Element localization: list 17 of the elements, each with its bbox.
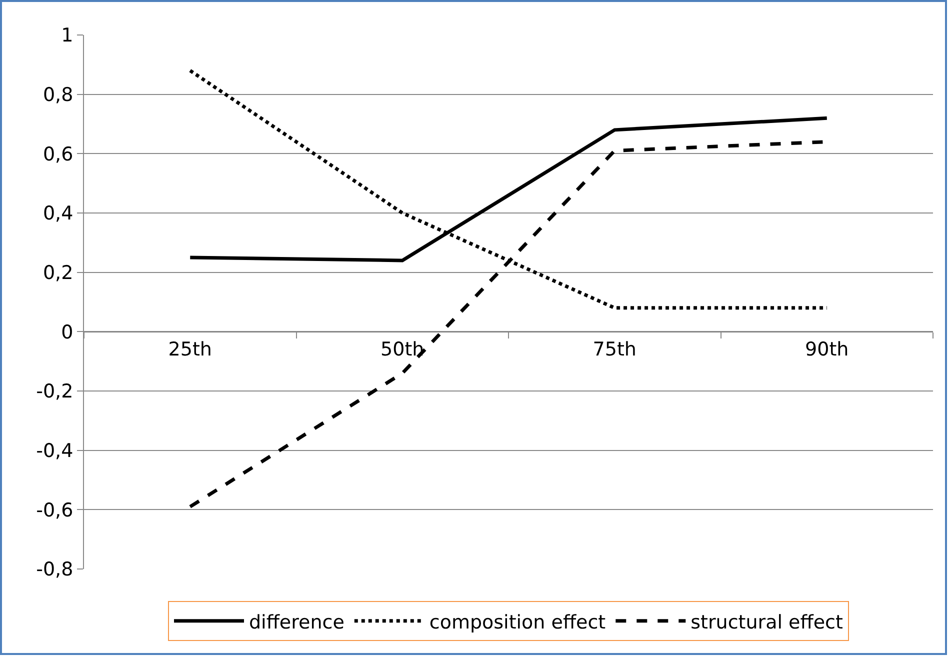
y-tick-label: -0,6: [36, 499, 74, 522]
legend-label: composition effect: [429, 611, 606, 634]
y-tick-label: -0,8: [36, 558, 74, 581]
x-tick-label: 90th: [805, 338, 849, 360]
y-tick-label: 0: [61, 321, 74, 344]
y-tick-label: 1: [61, 24, 74, 47]
legend-label: difference: [249, 611, 344, 634]
x-tick-label: 75th: [592, 338, 636, 360]
y-tick-label: -0,4: [36, 440, 74, 462]
x-tick-label: 25th: [168, 338, 212, 360]
y-tick-label: 0,4: [42, 202, 74, 225]
x-tick-label: 50th: [380, 338, 424, 360]
legend-label: structural effect: [690, 611, 843, 634]
y-tick-label: 0,8: [42, 84, 74, 106]
y-tick-label: -0,2: [36, 380, 74, 403]
y-tick-label: 0,2: [42, 262, 74, 284]
y-tick-label: 0,6: [42, 143, 74, 166]
